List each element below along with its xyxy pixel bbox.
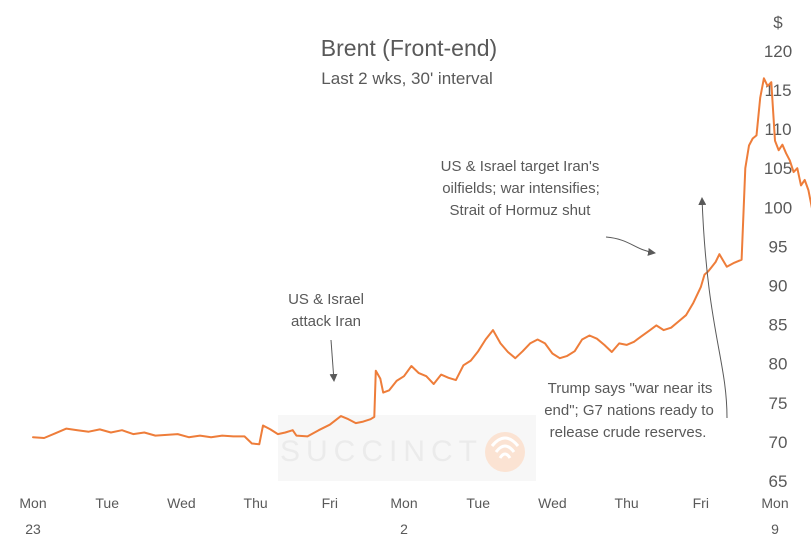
x-tick-label: Thu [244, 495, 268, 511]
annotation-target-oilfields: US & Israel target Iran's oilfields; war… [441, 158, 656, 256]
x-tick-label: Fri [322, 495, 338, 511]
annotation-attack-iran: US & Israel attack Iran [288, 291, 364, 382]
x-tick-label: Tue [466, 495, 490, 511]
x-tick-label: Tue [95, 495, 119, 511]
annotation-target-oilfields-line-3: Strait of Hormuz shut [450, 202, 592, 219]
y-tick-label: 110 [764, 120, 791, 139]
x-tick-sublabel: 9 [771, 521, 779, 537]
x-tick-label: Mon [761, 495, 788, 511]
y-tick-label: 80 [769, 355, 788, 374]
annotation-attack-iran-line-2: attack Iran [291, 313, 361, 330]
chart-subtitle: Last 2 wks, 30' interval [321, 69, 492, 88]
y-tick-label: 65 [769, 472, 788, 491]
y-tick-label: 75 [769, 394, 788, 413]
x-tick-label: Wed [167, 495, 196, 511]
watermark-logo-icon [485, 432, 525, 472]
series-group [32, 77, 811, 446]
series-line-brent [32, 77, 811, 446]
annotation-trump-g7: Trump says "war near its end"; G7 nation… [544, 197, 728, 441]
y-axis-unit-label: $ [773, 13, 783, 32]
annotation-attack-iran-line-1: US & Israel [288, 291, 364, 308]
x-tick-label: Thu [615, 495, 639, 511]
x-tick-label: Mon [19, 495, 46, 511]
x-tick-sublabel: 23 [25, 521, 41, 537]
y-tick-label: 100 [764, 198, 792, 217]
y-tick-label: 120 [764, 42, 792, 61]
y-tick-label: 90 [769, 277, 788, 296]
x-tick-label: Wed [538, 495, 567, 511]
x-axis-ticks: Mon 23 Tue Wed Thu Fri Mon 2 Tue Wed Thu Fri Mon 9 [19, 495, 788, 537]
x-tick-label: Mon [390, 495, 417, 511]
watermark-text: SUCCINCT [280, 435, 483, 468]
watermark: SUCCINCT [278, 415, 536, 481]
annotation-target-oilfields-line-1: US & Israel target Iran's [441, 158, 600, 175]
annotation-trump-g7-line-2: end"; G7 nations ready to [544, 402, 714, 419]
x-tick-sublabel: 2 [400, 521, 408, 537]
annotation-trump-g7-arrow [698, 197, 728, 419]
x-tick-label: Fri [693, 495, 709, 511]
y-tick-label: 95 [769, 237, 788, 256]
y-tick-label: 70 [769, 433, 788, 452]
y-tick-label: 105 [764, 159, 792, 178]
annotation-target-oilfields-arrow [605, 236, 656, 256]
chart-title: Brent (Front-end) [321, 35, 497, 61]
annotation-trump-g7-line-3: release crude reserves. [550, 424, 707, 441]
y-tick-label: 85 [769, 316, 788, 335]
annotation-attack-iran-arrow [329, 339, 338, 382]
annotation-target-oilfields-line-2: oilfields; war intensifies; [442, 180, 600, 197]
annotation-trump-g7-line-1: Trump says "war near its [548, 380, 713, 397]
